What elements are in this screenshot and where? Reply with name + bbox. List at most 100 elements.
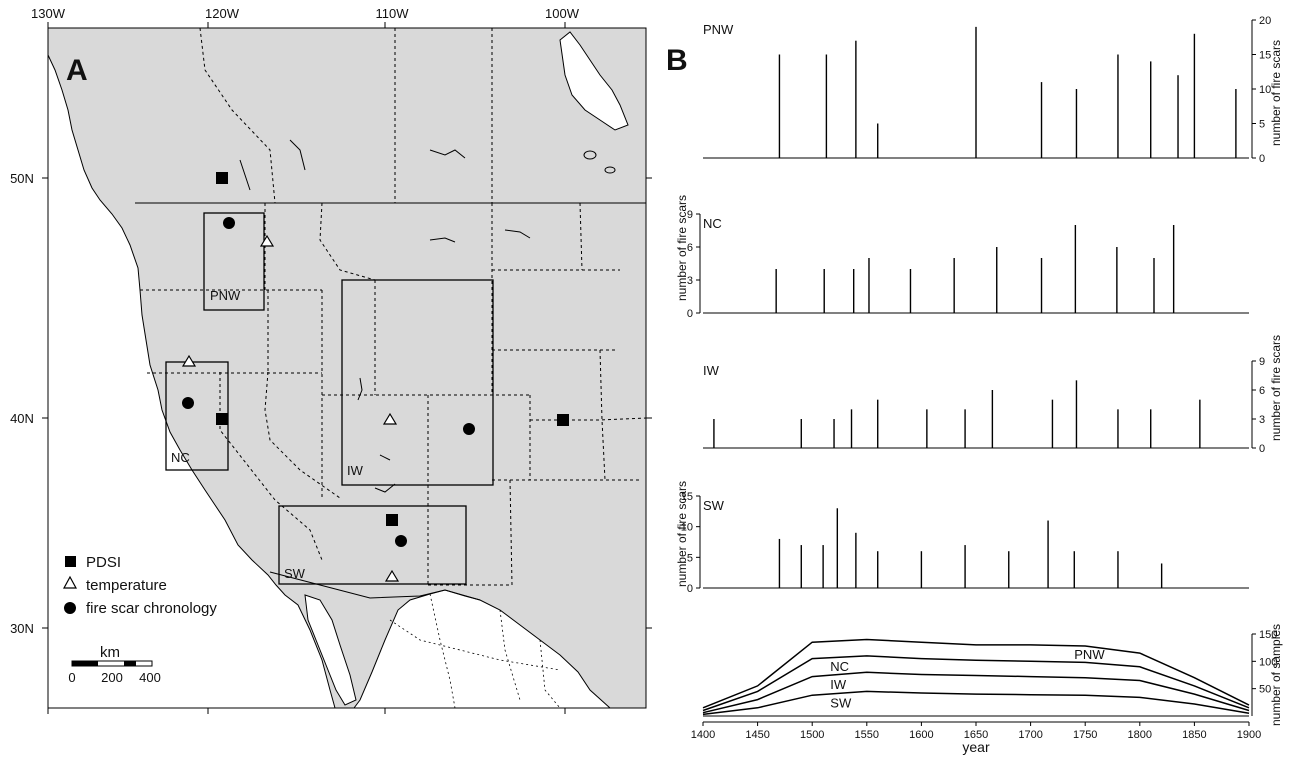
x-tick-label: 1450 [745, 729, 769, 741]
mexico-states [389, 593, 561, 709]
y-tick-label: 10 [1259, 84, 1271, 96]
samples-series-nc [702, 655, 1250, 712]
land-mass [47, 27, 647, 709]
y-tick-label: 3 [687, 275, 693, 287]
chart-area: 0 5 10 15 20 PNW 0 3 6 9 NC 0 3 6 9 IW 0 5 10 15 SW 50 100 150 P… [681, 15, 1277, 717]
y-tick-label: 10 [681, 522, 693, 534]
samples-y-axis-title: number of samples [1269, 624, 1283, 726]
panel-title: PNW [703, 22, 734, 37]
region-box-sw [278, 505, 467, 585]
y-tick-label: 0 [1259, 153, 1265, 165]
scale-tick-label: 400 [139, 670, 161, 685]
scale-bar: km 0 200 400 [68, 644, 160, 685]
y-tick-label: 50 [1259, 684, 1271, 696]
region-box-iw [341, 279, 494, 486]
y-tick-label: 100 [1259, 656, 1277, 668]
x-tick-label: 1500 [800, 729, 824, 741]
panel-title: NC [703, 216, 722, 231]
map-ticks [42, 22, 652, 714]
x-tick-label: 1750 [1073, 729, 1097, 741]
samples-curve-label: NC [830, 659, 849, 674]
lon-tick-label: 100W [545, 6, 580, 21]
us-mexico-border [269, 571, 481, 601]
y-tick-label: 0 [687, 583, 693, 595]
lat-tick-label: 30N [10, 621, 34, 636]
x-tick-label: 1900 [1237, 729, 1261, 741]
lon-tick-label: 110W [376, 6, 410, 21]
y-tick-label: 5 [687, 552, 693, 564]
map-legend: PDSI temperature fire scar chronology [62, 554, 217, 617]
gulf-of-california [304, 594, 357, 706]
y-tick-label: 150 [1259, 629, 1277, 641]
region-box-pnw [203, 212, 265, 311]
x-axis: 1400 1450 1500 1550 1600 1650 1700 1750 1800 1850… [691, 721, 1261, 741]
temperature-marker [382, 412, 398, 425]
x-tick-label: 1400 [691, 729, 715, 741]
y-tick-label: 15 [1259, 50, 1271, 62]
samples-series-iw [702, 671, 1250, 714]
y-tick-label: 20 [1259, 15, 1271, 27]
y-tick-label: 9 [1259, 356, 1265, 368]
lon-tick-label: 120W [205, 6, 240, 21]
fire-scar-marker [223, 217, 235, 229]
samples-curve-label: SW [830, 695, 852, 710]
panel-b-charts: B 0 5 10 15 20 PNW 0 3 6 9 NC 0 3 6 9 IW 0 5 10 15 SW 50 100 15… [666, 15, 1283, 755]
samples-series-sw [702, 690, 1250, 716]
temperature-marker [259, 234, 275, 247]
samples-curve-label: IW [830, 677, 847, 692]
temperature-marker [181, 354, 197, 367]
lakes [239, 139, 616, 493]
y-tick-label: 0 [687, 308, 693, 320]
pnw-y-axis-title: number of fire scars [1269, 40, 1283, 146]
samples-curve-label: PNW [1074, 647, 1105, 662]
region-label-nc: NC [171, 450, 190, 465]
fire-scar-marker [182, 397, 194, 409]
y-tick-label: 5 [1259, 119, 1265, 131]
panel-a-letter: A [66, 54, 88, 87]
panel-title: SW [703, 498, 725, 513]
x-tick-label: 1850 [1182, 729, 1206, 741]
nc-y-axis-title: number of fire scars [675, 195, 689, 301]
panel-title: IW [703, 363, 720, 378]
temperature-marker [384, 569, 400, 582]
pdsi-marker [216, 413, 228, 425]
scale-bar-title: km [100, 644, 120, 661]
y-tick-label: 6 [1259, 385, 1265, 397]
pdsi-marker [557, 414, 569, 426]
scale-tick-label: 200 [101, 670, 123, 685]
fire-scar-marker [395, 535, 407, 547]
region-label-iw: IW [347, 463, 364, 478]
pdsi-marker [216, 172, 228, 184]
region-label-sw: SW [284, 566, 306, 581]
legend-temperature-symbol [62, 575, 78, 589]
region-label-pnw: PNW [210, 288, 241, 303]
x-tick-label: 1800 [1128, 729, 1152, 741]
legend-pdsi-label: PDSI [86, 554, 121, 571]
y-tick-label: 9 [687, 209, 693, 221]
sw-y-axis-title: number of fire scars [675, 481, 689, 587]
lat-tick-label: 50N [10, 171, 34, 186]
legend-pdsi-symbol [65, 556, 76, 567]
y-tick-label: 3 [1259, 414, 1265, 426]
scale-tick-label: 0 [68, 670, 75, 685]
x-axis-title: year [962, 739, 990, 755]
y-tick-label: 15 [681, 491, 693, 503]
province-boundaries [199, 27, 493, 204]
lon-tick-label: 130W [31, 6, 66, 21]
x-tick-label: 1600 [909, 729, 933, 741]
iw-y-axis-title: number of fire scars [1269, 335, 1283, 441]
y-tick-label: 0 [1259, 443, 1265, 455]
fire-scar-marker [463, 423, 475, 435]
panel-b-letter: B [666, 44, 688, 77]
x-tick-label: 1700 [1018, 729, 1042, 741]
site-markers [181, 172, 569, 582]
lat-tick-label: 40N [10, 411, 34, 426]
legend-temperature-label: temperature [86, 577, 167, 594]
legend-fire-scar-label: fire scar chronology [86, 600, 217, 617]
panel-a-map: 130W 120W 110W 100W 50N 40N 30N A PNW NC… [10, 6, 652, 714]
x-tick-label: 1650 [964, 729, 988, 741]
hudson-bay [559, 31, 629, 131]
y-tick-label: 6 [687, 242, 693, 254]
legend-fire-scar-symbol [64, 602, 76, 614]
